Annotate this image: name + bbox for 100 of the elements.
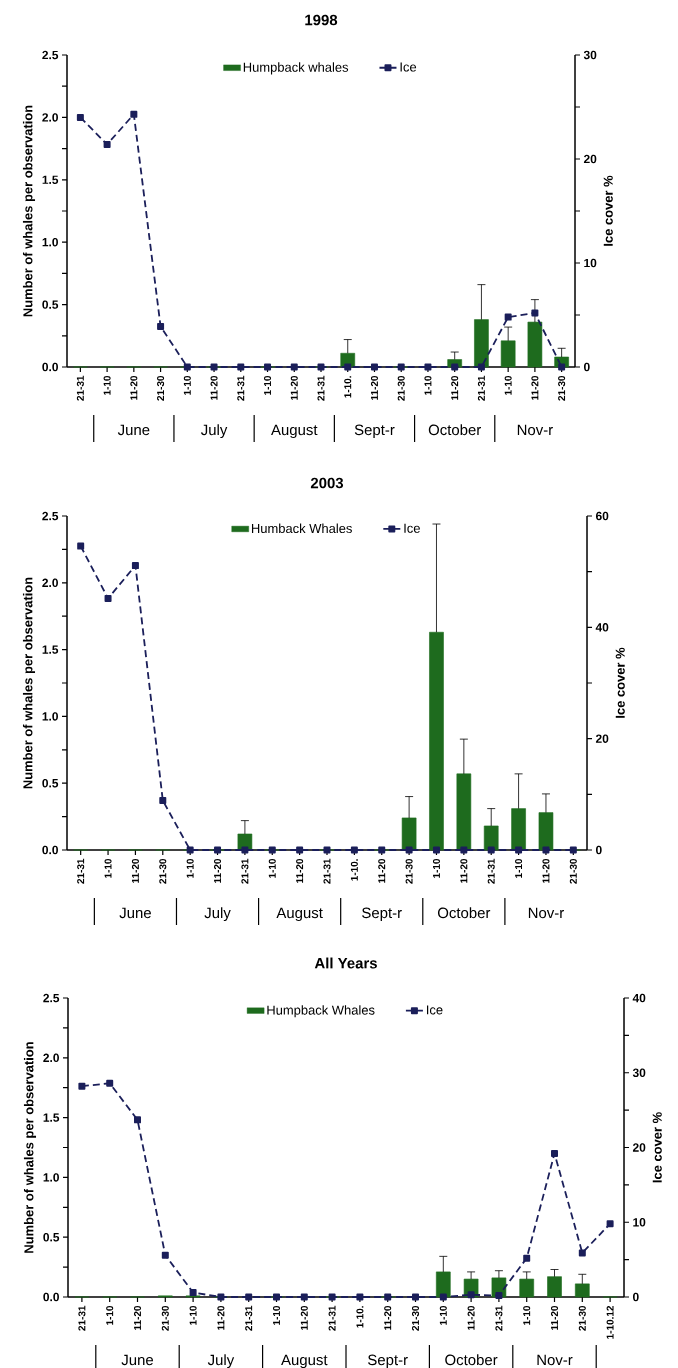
x-tick-label: 21-30 — [157, 375, 165, 401]
point — [245, 1293, 253, 1301]
point — [296, 846, 304, 854]
legend-label: Humpback whales — [243, 62, 349, 75]
y2-axis-title: Ice cover % — [603, 175, 613, 246]
x-tick-label: 1-10 — [268, 858, 276, 878]
y-tick-label: 1.0 — [42, 712, 58, 721]
text: June — [119, 907, 151, 919]
y-tick-label: 1.5 — [43, 1113, 60, 1122]
legend-label: Ice — [404, 523, 420, 533]
x-tick-label: 1-10 — [439, 1305, 447, 1325]
point — [106, 1079, 114, 1087]
point — [189, 1289, 197, 1297]
x-tick-label: 21-31 — [317, 375, 325, 401]
y2-axis-title: Ice cover % — [615, 647, 625, 718]
point — [131, 562, 139, 570]
text: August — [271, 424, 318, 439]
point — [606, 1220, 614, 1228]
point — [558, 363, 566, 371]
x-tick-label: 11-20 — [217, 1305, 225, 1330]
y-tick-label: 1.5 — [42, 175, 59, 184]
y-tick-label: 1.0 — [43, 1173, 59, 1182]
point — [237, 363, 245, 371]
text: Nov-r — [517, 424, 553, 436]
chart-title: All Years — [314, 957, 377, 969]
point — [397, 363, 405, 371]
point — [273, 1293, 280, 1301]
x-tick-label: 1-10. — [344, 376, 352, 398]
x-tick-label: 11-20 — [370, 375, 378, 400]
point — [157, 322, 165, 330]
x-tick-label: 21-30 — [569, 858, 577, 884]
x-tick-label: 1-10. — [356, 1306, 364, 1328]
x-tick-label: 1-10 — [523, 1305, 531, 1325]
point — [183, 363, 191, 371]
text: July — [207, 1354, 235, 1368]
bar — [474, 319, 489, 368]
x-tick-label: 21-31 — [237, 375, 245, 401]
y2-tick-label: 40 — [595, 623, 609, 632]
x-tick-label: 11-20 — [133, 1305, 142, 1330]
x-tick-label: 21-30 — [405, 858, 413, 884]
point — [487, 846, 495, 854]
point — [76, 113, 84, 121]
y-tick-label: 0.5 — [43, 1232, 60, 1242]
point — [241, 846, 249, 854]
y-tick-label: 2.0 — [43, 1053, 59, 1063]
y2-tick-label: 30 — [583, 50, 597, 60]
x-tick-label: 21-30 — [558, 375, 566, 401]
x-tick-label: 11-20 — [296, 858, 304, 883]
y-tick-label: 2.5 — [43, 993, 60, 1003]
bar — [429, 631, 444, 851]
x-tick-label: 1-10 — [504, 375, 512, 395]
text: Sept-r — [354, 424, 395, 439]
point — [412, 1293, 420, 1301]
text: August — [281, 1354, 328, 1368]
legend-label: Ice — [427, 1005, 443, 1015]
x-tick-label: 11-20 — [214, 858, 222, 883]
x-tick-label: 21-31 — [323, 858, 331, 884]
point — [300, 1293, 308, 1301]
y2-tick-label: 10 — [633, 1218, 646, 1227]
y-tick-label: 2.0 — [42, 578, 58, 588]
bar — [527, 321, 543, 368]
point — [323, 846, 331, 854]
legend-label: Ice — [400, 62, 417, 72]
point — [515, 846, 523, 854]
x-tick-label: 11-20 — [290, 375, 298, 400]
x-tick-label: 1-10 — [106, 1305, 114, 1325]
point — [477, 363, 485, 371]
y-tick-label: 0.5 — [42, 778, 59, 788]
y-axis-title: Number of whales per observation — [23, 1042, 37, 1253]
point — [569, 846, 577, 854]
x-tick-label: 21-31 — [241, 858, 249, 884]
legend-label: Humback Whales — [251, 523, 352, 534]
x-tick-label: 1-10 — [272, 1305, 281, 1325]
x-tick-label: 11-20 — [531, 375, 539, 400]
point — [356, 1293, 364, 1301]
point — [217, 1293, 225, 1301]
y-tick-label: 2.5 — [42, 511, 59, 521]
x-tick-label: 21-30 — [397, 375, 405, 401]
point — [159, 796, 167, 804]
point — [384, 1293, 392, 1301]
chart-title: 1998 — [305, 14, 338, 26]
text: October — [445, 1354, 498, 1366]
point — [214, 846, 222, 854]
bar — [519, 1278, 535, 1298]
x-tick-label: 1-10. — [350, 859, 358, 881]
point — [467, 1291, 475, 1299]
point — [186, 846, 194, 854]
point — [130, 110, 138, 118]
y-tick-label: 2.0 — [42, 113, 58, 122]
x-tick-label: 11-20 — [550, 1305, 559, 1330]
bar — [483, 825, 499, 851]
y-tick-label: 0.5 — [42, 300, 59, 309]
x-tick-label: 1-10 — [183, 375, 191, 395]
text: October — [428, 424, 482, 436]
point — [161, 1251, 169, 1259]
x-tick-label: 21-31 — [78, 1305, 86, 1331]
text: Nov-r — [537, 1354, 573, 1366]
x-tick-label: 11-20 — [384, 1305, 392, 1330]
x-tick-label: 11-20 — [300, 1305, 308, 1330]
x-tick-label: 1-10.12 — [606, 1305, 614, 1339]
